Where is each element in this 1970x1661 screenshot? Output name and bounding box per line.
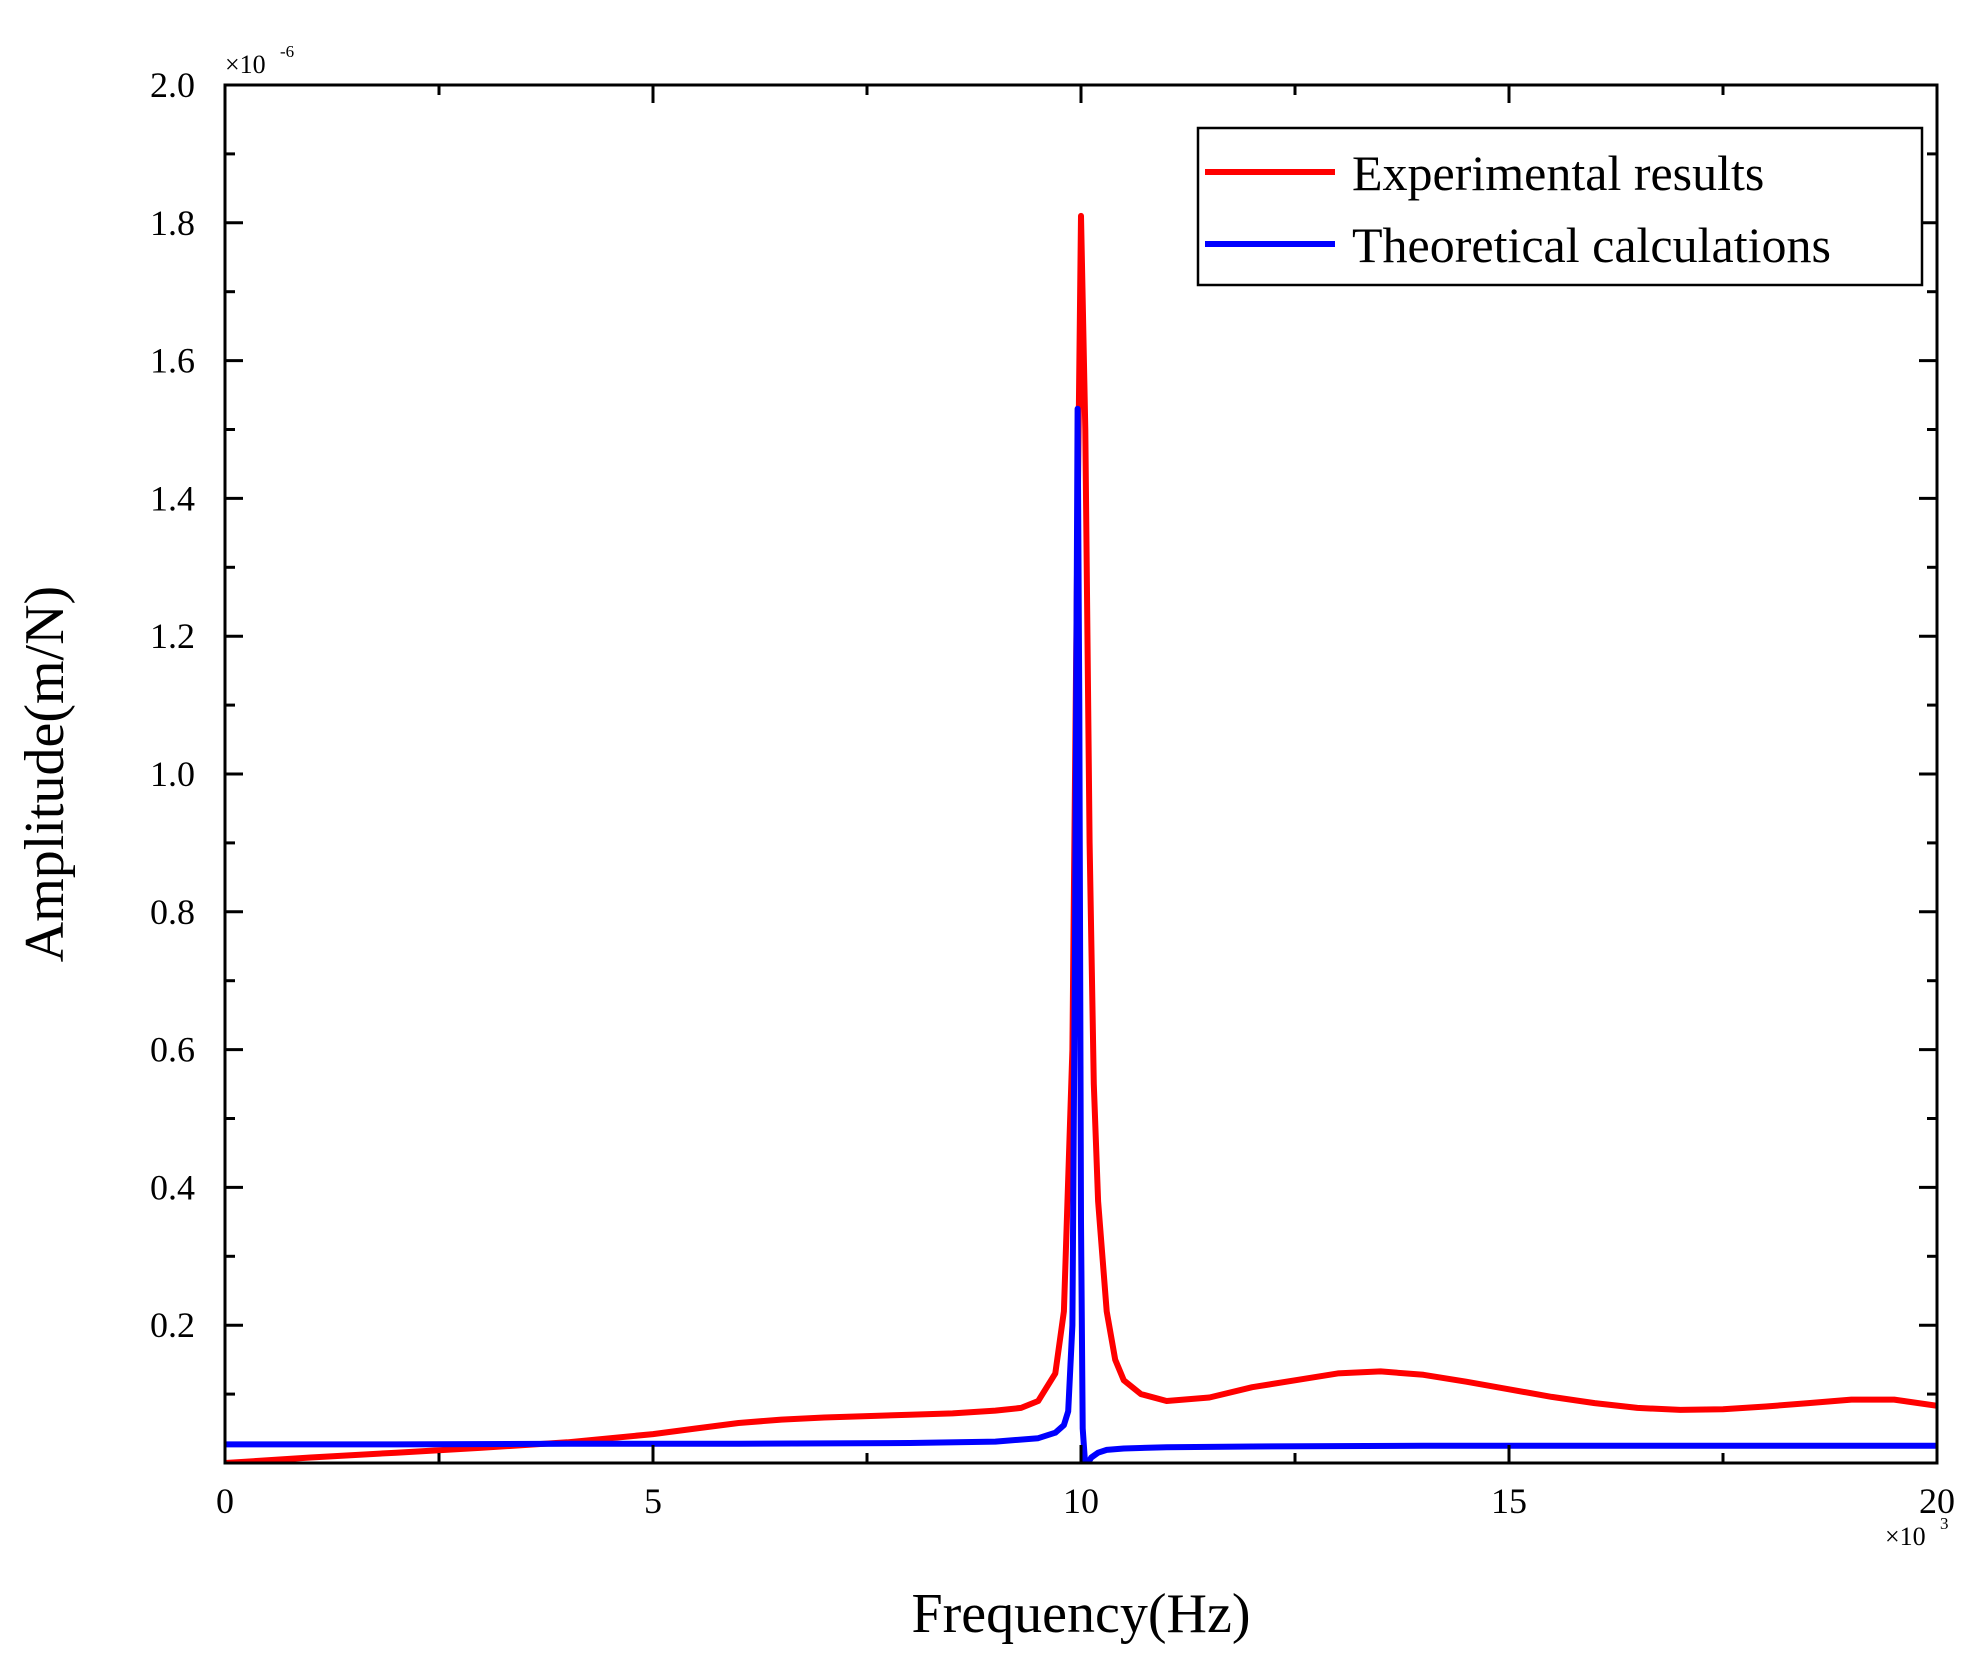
y-tick-label: 0.6 — [150, 1030, 195, 1070]
x-tick-label: 10 — [1063, 1481, 1099, 1521]
legend-box — [1196, 126, 1924, 287]
series-layer — [225, 212, 1937, 1463]
x-multiplier-exp: 3 — [1940, 1514, 1949, 1533]
x-tick-label: 20 — [1919, 1481, 1955, 1521]
legend-label-theoretical: Theoretical calculations — [1352, 217, 1831, 273]
y-tick-label: 1.6 — [150, 341, 195, 381]
x-multiplier-base: ×10 — [1885, 1522, 1926, 1551]
y-multiplier-base: ×10 — [225, 50, 266, 79]
y-tick-label: 0.2 — [150, 1305, 195, 1345]
x-tick-label: 5 — [644, 1481, 662, 1521]
y-tick-label: 0.8 — [150, 892, 195, 932]
tick-labels-layer: 0 5 10 15 20 0.2 0.4 0.6 0.8 1.0 1.2 1.4 1.6 1.8 2.0 — [150, 65, 1955, 1521]
x-tick-label: 15 — [1491, 1481, 1527, 1521]
y-tick-label: 1.8 — [150, 203, 195, 243]
y-axis-title: Amplitude(m/N) — [14, 586, 76, 962]
ticks-layer — [223, 83, 1939, 1465]
series-line-0 — [225, 212, 1937, 1463]
y-tick-label: 1.0 — [150, 754, 195, 794]
y-tick-label: 0.4 — [150, 1167, 195, 1207]
legend: Experimental results Theoretical calcula… — [1196, 126, 1924, 287]
y-tick-label: 1.2 — [150, 616, 195, 656]
y-tick-label: 1.4 — [150, 478, 195, 518]
legend-label-experimental: Experimental results — [1352, 145, 1764, 201]
y-tick-label: 2.0 — [150, 65, 195, 105]
x-axis-title: Frequency(Hz) — [912, 1583, 1251, 1645]
series-line-1 — [225, 405, 1937, 1463]
y-multiplier-exp: -6 — [280, 42, 294, 61]
x-tick-label: 0 — [216, 1481, 234, 1521]
